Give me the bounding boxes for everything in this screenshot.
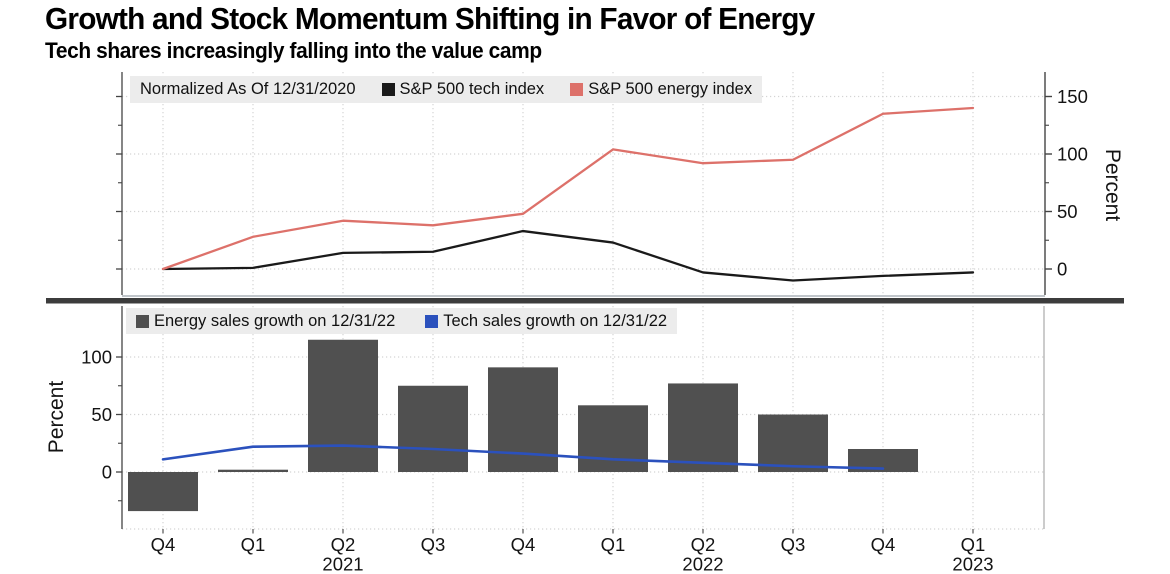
- top-chart-gridlines: [122, 72, 1045, 295]
- svg-text:Q2: Q2: [331, 534, 356, 555]
- svg-text:50: 50: [1057, 201, 1078, 222]
- top-chart-legend: Normalized As Of 12/31/2020 S&P 500 tech…: [130, 76, 763, 103]
- svg-text:Q1: Q1: [601, 534, 626, 555]
- normalization-note: Normalized As Of 12/31/2020: [140, 80, 356, 98]
- tech-sales-growth-on-12-31-22-line: [161, 444, 885, 470]
- bar: [128, 472, 198, 512]
- s-p-500-energy-index-line: [161, 106, 975, 271]
- top-chart-axes: 0 50 100 150: [116, 72, 1088, 297]
- svg-text:150: 150: [1057, 86, 1088, 107]
- s-p-500-tech-index-line: [161, 229, 975, 282]
- svg-text:2021: 2021: [322, 554, 363, 574]
- bar: [848, 449, 918, 472]
- svg-text:Q1: Q1: [961, 534, 986, 555]
- bar: [668, 383, 738, 472]
- svg-text:Q1: Q1: [241, 534, 266, 555]
- page-title: Growth and Stock Momentum Shifting in Fa…: [45, 1, 815, 36]
- legend-item-tech-index: S&P 500 tech index: [381, 80, 545, 99]
- svg-text:50: 50: [91, 404, 112, 425]
- bar: [218, 469, 288, 472]
- svg-text:0: 0: [102, 462, 112, 483]
- legend-item-energy-sales: Energy sales growth on 12/31/22: [136, 312, 395, 331]
- page-subtitle: Tech shares increasingly falling into th…: [45, 38, 542, 63]
- svg-text:Q3: Q3: [421, 534, 446, 555]
- svg-text:Q2: Q2: [691, 534, 716, 555]
- bottom-chart-legend: Energy sales growth on 12/31/22 Tech sal…: [126, 308, 678, 334]
- bar: [398, 385, 468, 472]
- energy-sales-growth-on-12-31-22-bars: [128, 339, 918, 512]
- svg-text:100: 100: [1057, 144, 1088, 165]
- tech-sales-swatch-icon: [425, 314, 439, 328]
- svg-text:2023: 2023: [952, 554, 993, 574]
- energy-index-swatch-icon: [570, 83, 584, 96]
- bar: [308, 339, 378, 472]
- energy-sales-swatch-icon: [136, 314, 149, 328]
- svg-text:2022: 2022: [682, 554, 723, 574]
- legend-label-energy-index: S&P 500 energy index: [588, 80, 753, 98]
- legend-label-energy-sales: Energy sales growth on 12/31/22: [154, 311, 396, 330]
- legend-label-tech-index: S&P 500 tech index: [399, 80, 545, 98]
- svg-text:0: 0: [1057, 259, 1067, 280]
- panel-divider: [46, 298, 1124, 304]
- bar: [578, 405, 648, 472]
- svg-text:100: 100: [81, 347, 112, 368]
- y-axis-label-top: Percent: [1101, 148, 1124, 222]
- tech-index-swatch-icon: [381, 83, 395, 96]
- svg-text:Q3: Q3: [781, 534, 806, 555]
- bar: [758, 414, 828, 472]
- svg-text:Q4: Q4: [511, 534, 536, 555]
- legend-item-energy-index: S&P 500 energy index: [570, 80, 752, 99]
- svg-text:Q4: Q4: [151, 534, 176, 555]
- svg-text:Q4: Q4: [871, 534, 896, 555]
- x-axis-labels: Q4 Q1 Q2 Q3 Q4 Q1 Q2 Q3 Q4 Q1 2021 2022 2023: [151, 534, 994, 574]
- legend-label-tech-sales: Tech sales growth on 12/31/22: [443, 311, 668, 330]
- legend-item-tech-sales: Tech sales growth on 12/31/22: [425, 312, 667, 331]
- y-axis-label-bottom: Percent: [45, 380, 68, 454]
- bottom-chart-axes: 0 50 100: [81, 306, 1045, 534]
